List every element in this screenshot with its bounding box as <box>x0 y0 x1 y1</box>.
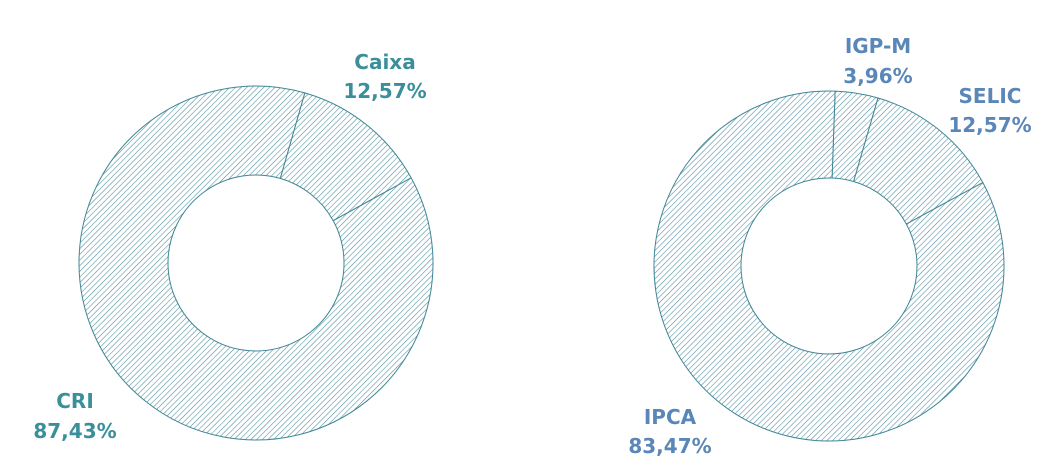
slice-value-ipca: 83,47% <box>628 434 711 458</box>
donut-chart-right: IGP-M 3,96% SELIC 12,57% IPCA 83,47% <box>628 34 1031 458</box>
donut-chart-left: Caixa 12,57% CRI 87,43% <box>33 50 434 443</box>
slice-label-igpm: IGP-M <box>845 34 911 58</box>
slice-label-selic: SELIC <box>959 84 1022 108</box>
donut-slice-cri <box>78 85 434 441</box>
slice-value-cri: 87,43% <box>33 419 116 443</box>
slice-value-selic: 12,57% <box>948 113 1031 137</box>
slice-label-ipca: IPCA <box>644 405 697 429</box>
slice-value-caixa: 12,57% <box>343 79 426 103</box>
slice-value-igpm: 3,96% <box>843 64 912 88</box>
donut-slice-ipca <box>653 90 1005 442</box>
slice-label-cri: CRI <box>56 389 94 413</box>
slice-label-caixa: Caixa <box>354 50 415 74</box>
